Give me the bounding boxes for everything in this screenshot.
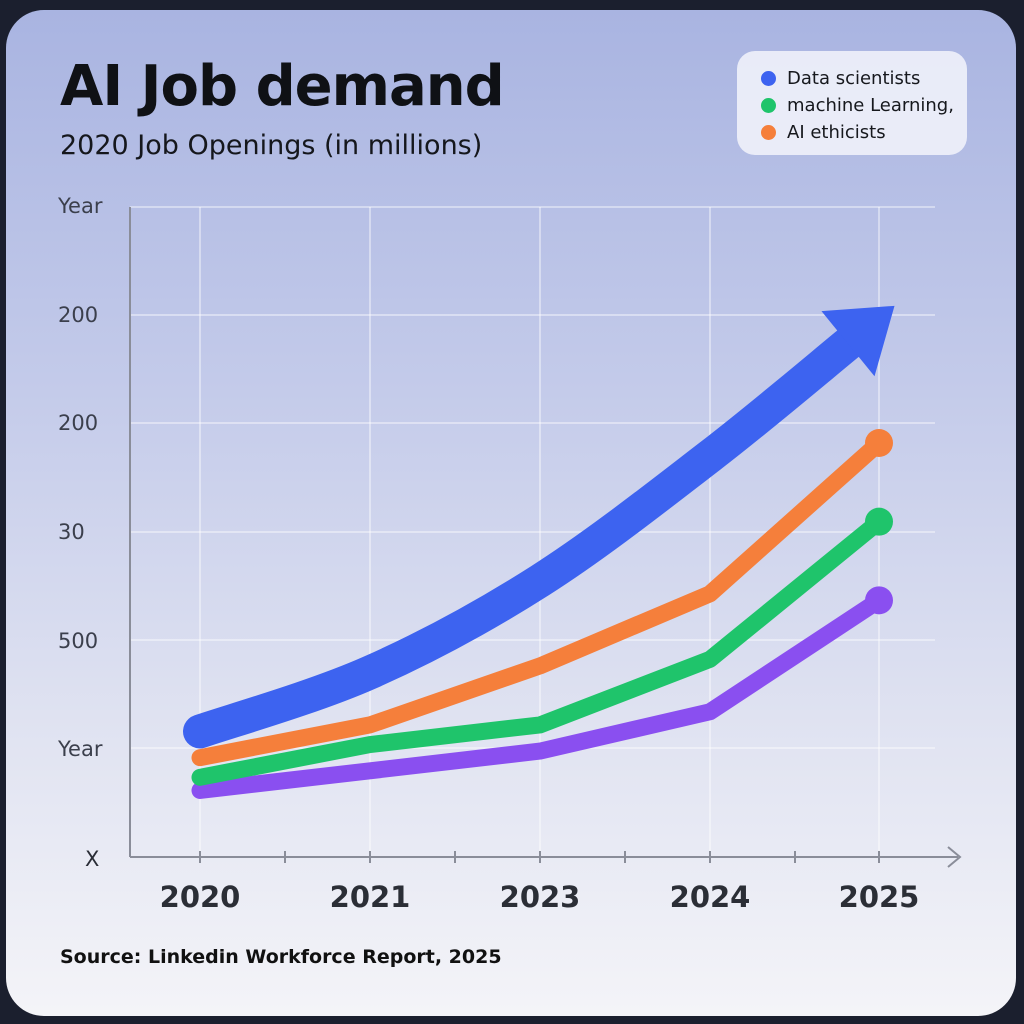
- series-data-scientists: [183, 305, 895, 749]
- x-tick-label: 2025: [839, 880, 920, 914]
- legend-label: machine Learning,: [787, 95, 954, 116]
- x-tick-label: 2023: [500, 880, 581, 914]
- y-tick-label: 200: [58, 411, 98, 435]
- legend-item-data-scientists: Data scientists: [761, 65, 967, 92]
- y-tick-label: Year: [57, 194, 103, 218]
- x-tick-label: 2021: [330, 880, 411, 914]
- x-tick-label: 2024: [670, 880, 751, 914]
- chart-subtitle: 2020 Job Openings (in millions): [60, 130, 483, 161]
- y-tick-label: 30: [58, 520, 85, 544]
- data-point: [865, 507, 893, 536]
- legend: Data scientists machine Learning, AI eth…: [737, 51, 967, 155]
- legend-item-ai-ethicists: AI ethicists: [761, 119, 967, 146]
- legend-label: AI ethicists: [787, 122, 886, 143]
- data-point: [865, 586, 893, 615]
- series-line: [183, 326, 865, 749]
- chart-title: AI Job demand: [60, 54, 505, 119]
- x-tick-label: 2020: [160, 880, 241, 914]
- chart-card: AI Job demand 2020 Job Openings (in mill…: [6, 10, 1016, 1016]
- series-machine-learning: [191, 507, 893, 786]
- y-tick-label: Year: [57, 737, 103, 761]
- legend-swatch: [761, 71, 776, 86]
- arrow-head-icon: [821, 305, 895, 377]
- y-tick-label: 500: [58, 629, 98, 653]
- legend-swatch: [761, 98, 776, 113]
- source-note: Source: Linkedin Workforce Report, 2025: [60, 946, 502, 968]
- legend-swatch: [761, 125, 776, 140]
- y-tick-label: 200: [58, 303, 98, 327]
- series-unnamed: [191, 586, 893, 799]
- data-point: [865, 429, 893, 457]
- legend-label: Data scientists: [787, 68, 921, 89]
- x-axis-arrow-icon: [947, 846, 962, 868]
- series-ai-ethicists: [191, 429, 893, 767]
- legend-item-machine-learning: machine Learning,: [761, 92, 967, 119]
- x-axis-end-label: X: [85, 847, 99, 871]
